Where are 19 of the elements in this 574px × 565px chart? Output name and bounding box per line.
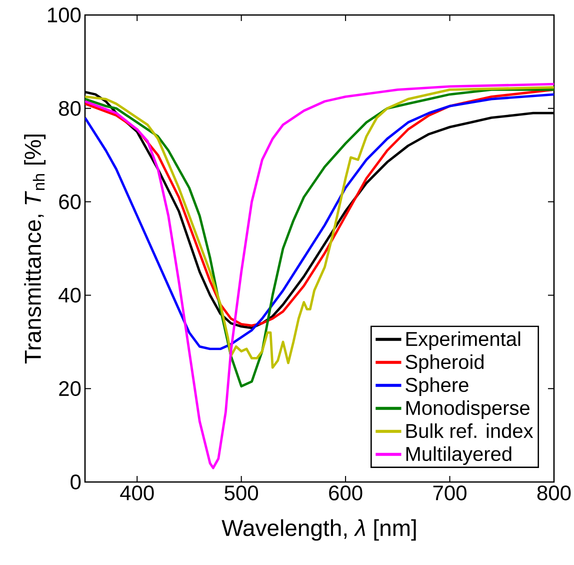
legend-label: Multilayered [406,446,512,465]
y-axis-title: Transmittance, T$_{nh}$ [%] [24,134,46,364]
x-tick-label: 400 [120,486,154,500]
x-tick-label: 500 [224,486,258,500]
y-tick-label: 100 [48,8,81,22]
legend-label: Sphere [406,377,468,396]
x-tick-label: 600 [329,486,362,500]
x-tick-label: 800 [537,486,571,500]
legend-label: Bulk ref. index [406,423,534,438]
x-tick-label: 700 [433,486,466,500]
legend-label: Spheroid [406,354,484,374]
y-tick-label: 40 [58,288,81,303]
legend-label: Experimental [406,331,520,350]
y-tick-label: 0 [70,474,81,490]
x-axis-title: Wavelength, λ [nm] [222,519,416,541]
y-tick-label: 60 [59,194,81,210]
y-tick-label: 80 [59,100,81,116]
legend-label: Monodisperse [406,400,530,420]
y-tick-label: 20 [59,381,81,396]
